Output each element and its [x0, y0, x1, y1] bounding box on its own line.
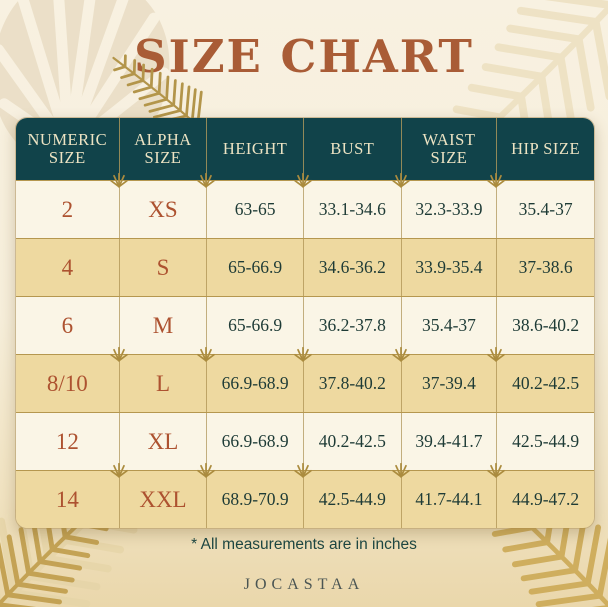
- measurement-note: * All measurements are in inches: [191, 536, 417, 553]
- hip-value: 35.4-37: [496, 181, 594, 238]
- height-value: 65-66.9: [206, 239, 303, 296]
- alpha-size-value: XXL: [118, 471, 207, 528]
- brand-logo: JOCASTAA: [243, 576, 365, 593]
- alpha-size-value: XS: [118, 181, 207, 238]
- page-header: SIZE CHART: [0, 30, 608, 135]
- column-header-alpha-size: ALPHA SIZE: [118, 118, 207, 180]
- waist-value: 32.3-33.9: [400, 181, 497, 238]
- bust-value: 37.8-40.2: [302, 355, 401, 412]
- waist-value: 35.4-37: [400, 297, 497, 354]
- page-title: SIZE CHART: [134, 30, 474, 83]
- column-header-numeric-size: NUMERIC SIZE: [27, 129, 108, 167]
- column-header-bust: BUST: [302, 118, 401, 180]
- palm-tuft-icon: [196, 462, 216, 478]
- hip-value: 40.2-42.5: [496, 355, 594, 412]
- bust-value: 40.2-42.5: [302, 413, 401, 470]
- palm-tuft-icon: [196, 172, 216, 188]
- table-row: 4 S 65-66.9 34.6-36.2 33.9-35.4 37-38.6: [16, 238, 594, 296]
- numeric-size-value: 4: [61, 254, 74, 280]
- hip-value: 37-38.6: [496, 239, 594, 296]
- waist-value: 39.4-41.7: [400, 413, 497, 470]
- palm-tuft-icon: [486, 346, 506, 362]
- numeric-size-value: 14: [55, 486, 79, 512]
- height-value: 66.9-68.9: [206, 413, 303, 470]
- table-row: 8/10 L 66.9-68.9 37.8-40.2 37-39.4 40.2-…: [16, 346, 594, 412]
- height-value: 63-65: [206, 181, 303, 238]
- palm-tuft-icon: [293, 462, 313, 478]
- waist-value: 37-39.4: [400, 355, 497, 412]
- alpha-size-value: M: [118, 297, 207, 354]
- waist-value: 33.9-35.4: [400, 239, 497, 296]
- table-row: 2 XS 63-65 33.1-34.6 32.3-33.9 35.4-37: [16, 172, 594, 238]
- table-row: 14 XXL 68.9-70.9 42.5-44.9 41.7-44.1 44.…: [16, 462, 594, 528]
- waist-value: 41.7-44.1: [400, 471, 497, 528]
- palm-tuft-icon: [486, 172, 506, 188]
- palm-tuft-icon: [196, 346, 216, 362]
- table-row: 12 XL 66.9-68.9 40.2-42.5 39.4-41.7 42.5…: [16, 412, 594, 470]
- numeric-size-value: 12: [55, 428, 79, 454]
- palm-tuft-icon: [293, 172, 313, 188]
- hip-value: 44.9-47.2: [496, 471, 594, 528]
- bust-value: 36.2-37.8: [302, 297, 401, 354]
- numeric-size-value: 2: [61, 196, 74, 222]
- palm-tuft-icon: [109, 172, 129, 188]
- size-table: NUMERIC SIZE ALPHA SIZE HEIGHT BUST WAIS…: [15, 117, 595, 529]
- alpha-size-value: XL: [118, 413, 207, 470]
- column-header-hip-size: HIP SIZE: [496, 118, 594, 180]
- alpha-size-value: L: [118, 355, 207, 412]
- hip-value: 38.6-40.2: [496, 297, 594, 354]
- palm-tuft-icon: [293, 346, 313, 362]
- bust-value: 42.5-44.9: [302, 471, 401, 528]
- hip-value: 42.5-44.9: [496, 413, 594, 470]
- table-row: 6 M 65-66.9 36.2-37.8 35.4-37 38.6-40.2: [16, 296, 594, 354]
- bust-value: 34.6-36.2: [302, 239, 401, 296]
- palm-tuft-icon: [391, 462, 411, 478]
- column-header-height: HEIGHT: [206, 118, 303, 180]
- height-value: 66.9-68.9: [206, 355, 303, 412]
- palm-tuft-icon: [391, 346, 411, 362]
- column-header-waist-size: WAIST SIZE: [400, 118, 497, 180]
- numeric-size-value: 8/10: [46, 370, 88, 396]
- height-value: 68.9-70.9: [206, 471, 303, 528]
- palm-tuft-icon: [391, 172, 411, 188]
- table-header-row: NUMERIC SIZE ALPHA SIZE HEIGHT BUST WAIS…: [16, 118, 594, 180]
- height-value: 65-66.9: [206, 297, 303, 354]
- palm-tuft-icon: [109, 462, 129, 478]
- bust-value: 33.1-34.6: [302, 181, 401, 238]
- numeric-size-value: 6: [61, 312, 74, 338]
- palm-tuft-icon: [486, 462, 506, 478]
- alpha-size-value: S: [118, 239, 207, 296]
- palm-tuft-icon: [109, 346, 129, 362]
